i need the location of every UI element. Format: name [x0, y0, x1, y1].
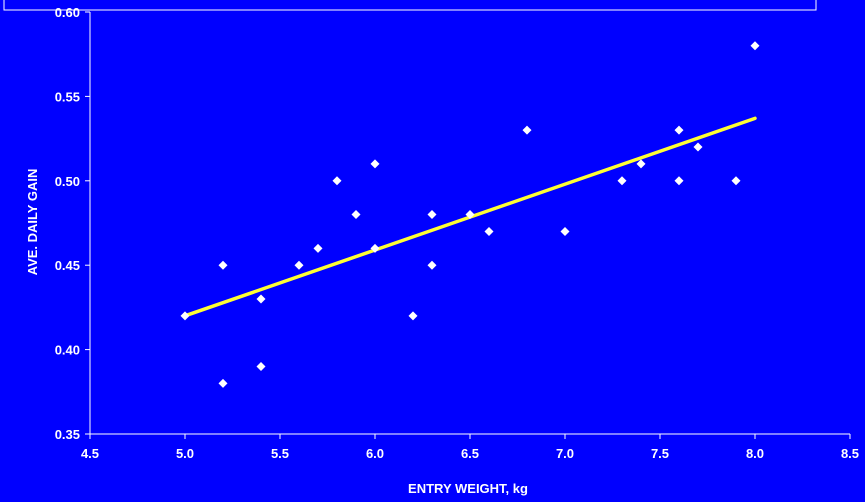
y-tick-label: 0.35 [55, 427, 80, 442]
data-point [256, 361, 266, 371]
y-tick-label: 0.50 [55, 174, 80, 189]
data-point [332, 176, 342, 186]
y-tick-label: 0.60 [55, 5, 80, 20]
data-points [180, 41, 760, 388]
data-point [218, 260, 228, 270]
data-point [731, 176, 741, 186]
data-point [522, 125, 532, 135]
data-point [465, 210, 475, 220]
data-point [484, 226, 494, 236]
data-point [180, 311, 190, 321]
x-tick-label: 5.5 [271, 446, 289, 461]
x-axis-ticks: 4.5 5.0 5.5 6.0 6.5 7.0 7.5 8.0 8.5 [81, 434, 859, 461]
data-point [408, 311, 418, 321]
x-axis-title: ENTRY WEIGHT, kg [408, 481, 528, 496]
y-axis-title: AVE. DAILY GAIN [25, 169, 40, 276]
y-tick-label: 0.40 [55, 343, 80, 358]
data-point [427, 260, 437, 270]
x-tick-label: 8.5 [841, 446, 859, 461]
data-point [617, 176, 627, 186]
x-tick-label: 8.0 [746, 446, 764, 461]
data-point [636, 159, 646, 169]
data-point [674, 125, 684, 135]
data-point [560, 226, 570, 236]
data-point [370, 243, 380, 253]
y-axis-ticks: 0.35 0.40 0.45 0.50 0.55 0.60 [55, 5, 90, 442]
x-tick-label: 6.0 [366, 446, 384, 461]
data-point [218, 378, 228, 388]
y-tick-label: 0.55 [55, 89, 80, 104]
data-point [693, 142, 703, 152]
data-point [674, 176, 684, 186]
x-tick-label: 7.0 [556, 446, 574, 461]
data-point [313, 243, 323, 253]
x-tick-label: 6.5 [461, 446, 479, 461]
data-point [351, 210, 361, 220]
y-tick-label: 0.45 [55, 258, 80, 273]
data-point [370, 159, 380, 169]
x-tick-label: 5.0 [176, 446, 194, 461]
data-point [256, 294, 266, 304]
data-point [294, 260, 304, 270]
data-point [427, 210, 437, 220]
data-point [750, 41, 760, 51]
x-tick-label: 7.5 [651, 446, 669, 461]
x-tick-label: 4.5 [81, 446, 99, 461]
legend-box [3, 0, 817, 11]
